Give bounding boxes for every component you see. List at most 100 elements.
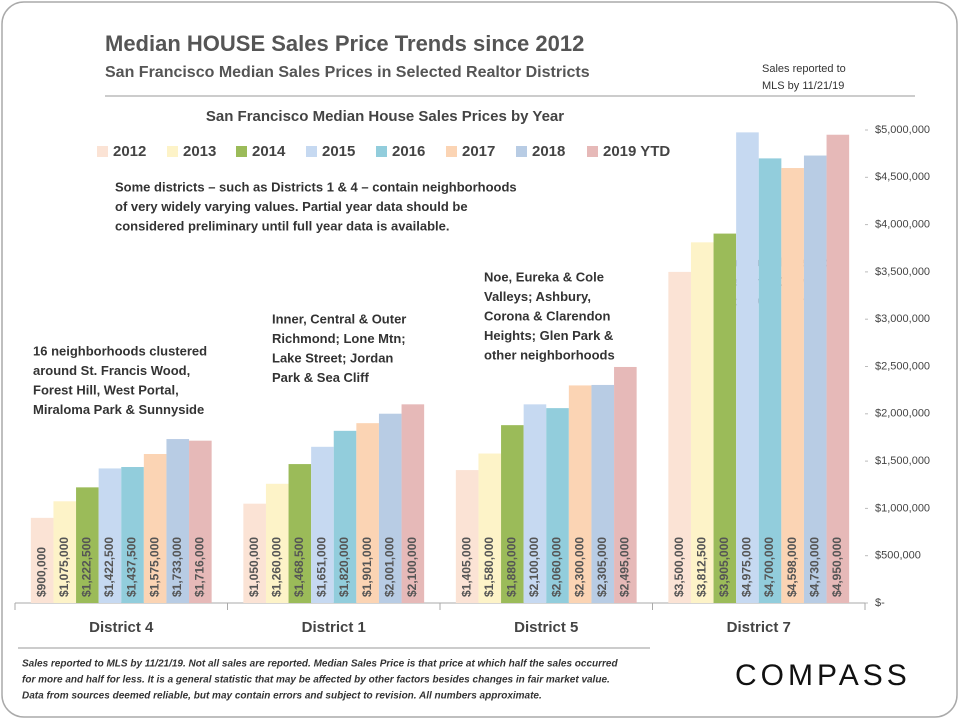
chart-subtitle: San Francisco Median Sales Prices in Sel… <box>105 64 590 81</box>
value-label: $1,716,000 <box>193 537 207 597</box>
legend-swatch <box>167 146 178 157</box>
bar <box>401 404 425 603</box>
value-label: $1,733,000 <box>170 537 184 597</box>
legend-label: 2018 <box>532 143 565 160</box>
district-note: Valleys; Ashbury, <box>484 289 591 304</box>
legend-swatch <box>97 146 108 157</box>
legend-label: 2016 <box>392 143 425 160</box>
bar <box>803 155 827 604</box>
value-label: $2,060,000 <box>550 537 564 597</box>
footnote: for more and half for less. It is a gene… <box>22 675 610 686</box>
bar <box>546 408 569 603</box>
y-tick-label: $1,000,000 <box>875 502 930 514</box>
value-label: $4,700,000 <box>762 537 776 597</box>
y-tick-label: $2,000,000 <box>875 408 930 420</box>
district-note: Noe, Eureka & Cole <box>484 269 604 284</box>
value-label: $1,820,000 <box>337 537 351 597</box>
bar <box>826 134 850 604</box>
value-label: $1,222,500 <box>80 537 94 597</box>
value-label: $1,422,500 <box>102 537 116 597</box>
value-label: $1,437,500 <box>125 537 139 597</box>
legend-label: 2017 <box>462 143 495 160</box>
district-note: Miraloma Park & Sunnyside <box>33 402 204 417</box>
bar <box>758 158 782 603</box>
bar <box>736 132 759 604</box>
value-label: $1,651,000 <box>315 537 329 597</box>
bar <box>333 430 357 603</box>
x-tick-label: District 4 <box>89 619 154 636</box>
value-label: $3,905,000 <box>717 537 731 597</box>
side-note: MLS by 11/21/19 <box>762 80 844 92</box>
bar <box>311 446 334 603</box>
x-tick-label: District 7 <box>727 619 791 636</box>
value-label: $1,260,000 <box>269 537 283 597</box>
value-label: $2,495,000 <box>618 537 632 597</box>
bar <box>523 404 547 603</box>
legend-label: 2013 <box>183 143 216 160</box>
y-tick-label: $1,500,000 <box>875 455 930 467</box>
value-label: $1,050,000 <box>247 537 261 597</box>
district-note: around St. Francis Wood, <box>33 363 190 378</box>
x-tick-label: District 1 <box>302 619 366 636</box>
y-tick-label: $3,500,000 <box>875 266 930 278</box>
legend-swatch <box>236 146 247 157</box>
bar <box>265 483 289 603</box>
value-label: $1,880,000 <box>505 537 519 597</box>
legend-swatch <box>516 146 527 157</box>
value-label: $4,950,000 <box>830 537 844 597</box>
district-note: Forest Hill, West Portal, <box>33 382 179 397</box>
legend-label: 2012 <box>113 143 146 160</box>
bar <box>713 233 737 603</box>
value-label: $2,300,000 <box>572 537 586 597</box>
bar <box>690 242 714 603</box>
annotation: of very widely varying values. Partial y… <box>115 199 468 214</box>
bar <box>378 413 402 603</box>
bar <box>614 366 637 603</box>
y-tick-label: $500,000 <box>875 550 921 562</box>
district-note: 16 neighborhoods clustered <box>33 343 207 358</box>
legend-swatch <box>306 146 317 157</box>
value-label: $3,812,500 <box>694 537 708 597</box>
value-label: $1,468,500 <box>292 537 306 597</box>
y-tick-label: $5,000,000 <box>875 124 930 136</box>
y-tick-label: $3,000,000 <box>875 313 930 325</box>
bar <box>568 385 592 603</box>
value-label: $3,500,000 <box>672 537 686 597</box>
value-label: $2,100,000 <box>527 537 541 597</box>
bar <box>591 384 615 603</box>
legend-swatch <box>587 146 598 157</box>
bar <box>30 517 54 603</box>
legend-swatch <box>376 146 387 157</box>
value-label: $2,001,000 <box>382 537 396 597</box>
legend-label: 2014 <box>252 143 286 160</box>
legend-label: 2015 <box>322 143 355 160</box>
value-label: $4,730,000 <box>807 537 821 597</box>
bar <box>478 453 502 603</box>
plot-title: San Francisco Median House Sales Prices … <box>206 108 564 125</box>
value-label: $1,901,000 <box>360 537 374 597</box>
value-label: $2,100,000 <box>405 537 419 597</box>
district-note: Heights; Glen Park & <box>484 328 613 343</box>
brand-logo: COMPASS <box>735 659 911 692</box>
value-label: $1,575,000 <box>147 537 161 597</box>
district-note: Richmond; Lone Mtn; <box>272 331 406 346</box>
value-label: $900,000 <box>34 547 48 597</box>
district-note: Inner, Central & Outer <box>272 311 406 326</box>
bar <box>143 454 167 603</box>
bar <box>98 468 122 603</box>
x-tick-label: District 5 <box>514 619 578 636</box>
y-tick-label: $4,000,000 <box>875 219 930 231</box>
bar <box>166 439 190 603</box>
value-label: $1,580,000 <box>482 537 496 597</box>
bar <box>121 467 144 603</box>
annotation: considered preliminary until full year d… <box>115 218 450 233</box>
value-label: $4,975,000 <box>740 537 754 597</box>
bar <box>76 487 99 603</box>
bar <box>288 464 312 603</box>
y-tick-label: $- <box>875 597 885 609</box>
value-label: $1,075,000 <box>57 537 71 597</box>
chart-title: Median HOUSE Sales Price Trends since 20… <box>105 31 584 56</box>
bar <box>455 470 479 603</box>
bar <box>53 501 77 603</box>
bar <box>501 425 524 603</box>
